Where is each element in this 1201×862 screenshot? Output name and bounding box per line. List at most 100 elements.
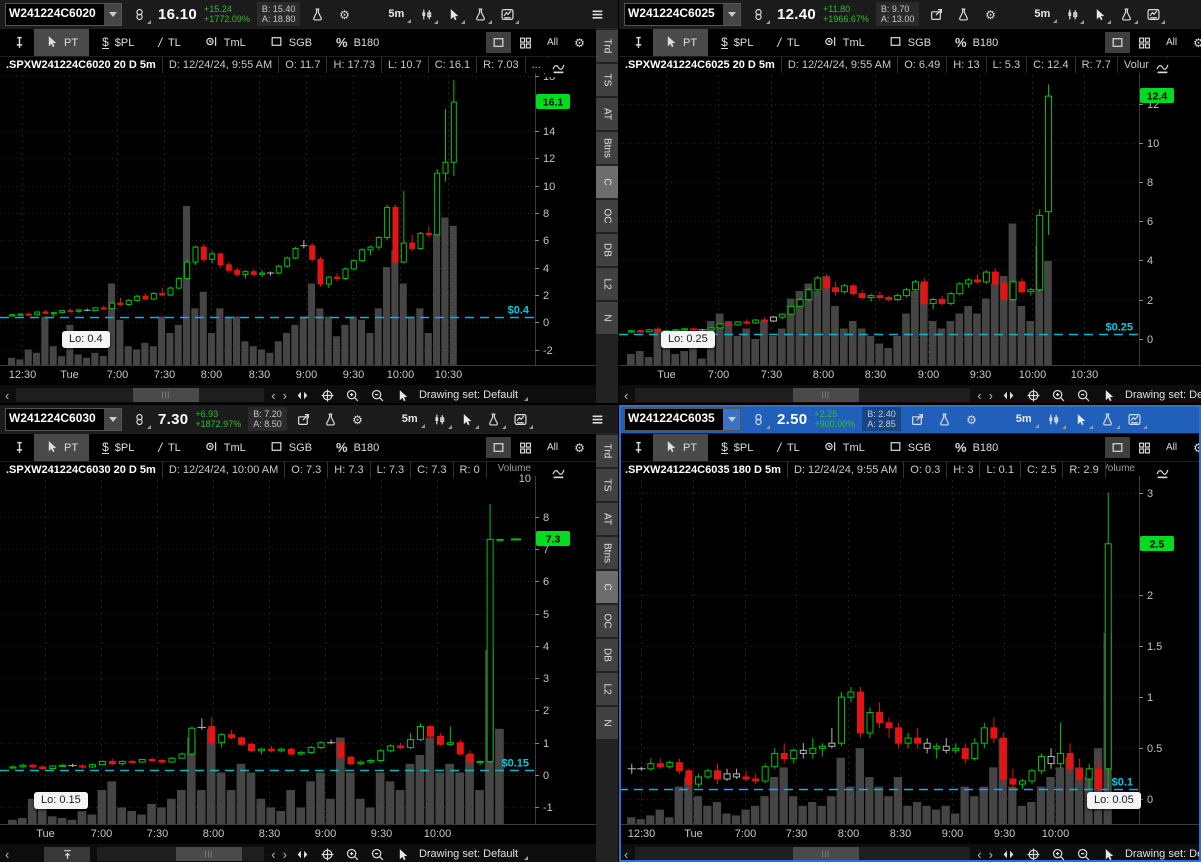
chart-area[interactable]: .SPXW241224C6030 20 D 5m D: 12/24/24, 10:… xyxy=(0,462,618,862)
dollar-pl-button[interactable]: $ $PL xyxy=(91,29,145,56)
all-button[interactable]: All xyxy=(1159,437,1184,458)
symbol-input[interactable]: W241224C6035 xyxy=(624,407,741,431)
scroll-left-arrow[interactable]: ‹ xyxy=(5,387,10,403)
all-button[interactable]: All xyxy=(540,32,565,53)
trendline-button[interactable]: / TL xyxy=(766,29,810,56)
b180-button[interactable]: % B180 xyxy=(325,434,390,461)
chart-style-icon[interactable] xyxy=(1149,58,1175,77)
sidebar-tab-oc[interactable]: OC xyxy=(596,200,618,232)
scroll-step-right[interactable]: › xyxy=(988,387,993,403)
scroll-left-arrow[interactable]: ‹ xyxy=(5,846,10,862)
chart-link-icon[interactable] xyxy=(748,409,770,429)
pan-icon[interactable] xyxy=(294,846,312,862)
pointer-icon[interactable] xyxy=(1100,387,1118,403)
scrollbar-thumb[interactable]: ||| xyxy=(175,847,242,861)
analyze-flask-icon[interactable] xyxy=(307,4,327,24)
sidebar-tab-ts[interactable]: TS xyxy=(596,469,618,501)
studies-flask-icon[interactable] xyxy=(484,409,506,429)
maximize-button[interactable] xyxy=(486,437,511,458)
scroll-left-arrow[interactable]: ‹ xyxy=(624,846,629,862)
sidebar-tab-c[interactable]: C xyxy=(596,166,618,198)
pin-icon[interactable] xyxy=(625,33,651,53)
zoom-out-icon[interactable] xyxy=(369,387,387,403)
timeline-button[interactable]: TmL xyxy=(194,29,257,56)
scroll-step-left[interactable]: ‹ xyxy=(271,846,276,862)
symbol-dropdown-button[interactable] xyxy=(104,3,121,25)
sidebar-tab-oc[interactable]: OC xyxy=(596,605,618,637)
sidebar-tab-btns[interactable]: Btns xyxy=(596,537,618,569)
scroll-step-left[interactable]: ‹ xyxy=(977,846,982,862)
chart-link-icon[interactable] xyxy=(748,4,770,24)
trendline-button[interactable]: / TL xyxy=(147,434,191,461)
trendline-button[interactable]: / TL xyxy=(766,434,810,461)
scroll-step-left[interactable]: ‹ xyxy=(977,387,982,403)
pin-icon[interactable] xyxy=(6,438,32,458)
scroll-step-right[interactable]: › xyxy=(988,846,993,862)
zoom-out-icon[interactable] xyxy=(369,846,387,862)
sidebar-tab-db[interactable]: DB xyxy=(596,234,618,266)
symbol-dropdown-button[interactable] xyxy=(723,3,740,25)
pan-icon[interactable] xyxy=(1000,846,1018,862)
all-button[interactable]: All xyxy=(540,437,565,458)
b180-button[interactable]: % B180 xyxy=(325,29,390,56)
scrollbar-thumb[interactable]: ||| xyxy=(792,847,859,861)
timeframe-button[interactable]: 5m xyxy=(397,410,425,428)
timeframe-button[interactable]: 5m xyxy=(383,5,412,23)
sgb-button[interactable]: SGB xyxy=(259,29,323,56)
cursor-tool-icon[interactable] xyxy=(443,4,466,24)
settings-gear-icon[interactable]: ⚙ xyxy=(962,409,982,429)
candlestick-chart[interactable]: 3 2 1.5 1 0.5 0 $0.1 2.5 xyxy=(619,462,1201,825)
dollar-pl-button[interactable]: $ $PL xyxy=(710,434,764,461)
scrollbar-thumb[interactable]: ||| xyxy=(792,388,859,402)
strategies-icon[interactable] xyxy=(511,409,533,429)
sidebar-tab-ts[interactable]: TS xyxy=(596,64,618,96)
maximize-button[interactable] xyxy=(1105,437,1130,458)
sidebar-tab-at[interactable]: AT xyxy=(596,503,618,535)
sgb-button[interactable]: SGB xyxy=(259,434,323,461)
settings-gear-icon[interactable]: ⚙ xyxy=(348,409,368,429)
dollar-pl-button[interactable]: $ $PL xyxy=(710,29,764,56)
share-icon[interactable] xyxy=(294,409,314,429)
chart-pattern-icon[interactable] xyxy=(1062,4,1085,24)
sidebar-tab-db[interactable]: DB xyxy=(596,639,618,671)
timeframe-button[interactable]: 5m xyxy=(1029,5,1058,23)
strategies-icon[interactable] xyxy=(1125,409,1147,429)
studies-flask-icon[interactable] xyxy=(470,4,493,24)
pointer-icon[interactable] xyxy=(394,387,412,403)
zoom-in-icon[interactable] xyxy=(344,387,362,403)
drawing-set-label[interactable]: Drawing set: Default xyxy=(1125,848,1201,860)
chart-style-icon[interactable] xyxy=(545,58,571,77)
scrollbar-track[interactable]: ||| xyxy=(16,388,265,402)
analyze-flask-icon[interactable] xyxy=(321,409,341,429)
settings-gear-icon[interactable]: ⚙ xyxy=(980,4,1000,24)
chart-area[interactable]: .SPXW241224C6025 20 D 5m D: 12/24/24, 9:5… xyxy=(619,57,1201,403)
chart-panel-top-right[interactable]: W241224C6025 12.40 +11.80 +1966.67% B: 9… xyxy=(619,0,1201,403)
pointer-tool-button[interactable]: PT xyxy=(34,29,90,56)
scroll-left-arrow[interactable]: ‹ xyxy=(624,387,629,403)
chart-link-icon[interactable] xyxy=(129,4,151,24)
maximize-button[interactable] xyxy=(486,32,511,53)
gear-button[interactable]: ⚙ xyxy=(1186,32,1201,53)
sidebar-tab-n[interactable]: N xyxy=(596,707,618,739)
pointer-tool-button[interactable]: PT xyxy=(653,29,709,56)
sgb-button[interactable]: SGB xyxy=(878,434,942,461)
cursor-tool-icon[interactable] xyxy=(1071,409,1093,429)
crosshair-icon[interactable] xyxy=(1025,387,1043,403)
strategies-icon[interactable] xyxy=(1143,4,1166,24)
grid-layout-button[interactable] xyxy=(513,437,538,458)
pointer-icon[interactable] xyxy=(394,846,412,862)
cursor-tool-icon[interactable] xyxy=(1089,4,1112,24)
symbol-input[interactable]: W241224C6030 xyxy=(5,407,122,431)
chart-area[interactable]: .SPXW241224C6035 180 D 5m D: 12/24/24, 9:… xyxy=(619,462,1201,862)
analyze-flask-icon[interactable] xyxy=(953,4,973,24)
pan-icon[interactable] xyxy=(1000,387,1018,403)
scrollbar-track[interactable]: ||| xyxy=(635,847,971,861)
zoom-in-icon[interactable] xyxy=(1050,387,1068,403)
timeline-button[interactable]: TmL xyxy=(813,434,876,461)
all-button[interactable]: All xyxy=(1159,32,1184,53)
scrollbar-track[interactable]: ||| xyxy=(97,847,265,861)
grid-layout-button[interactable] xyxy=(1132,32,1157,53)
sidebar-tab-c[interactable]: C xyxy=(596,571,618,603)
